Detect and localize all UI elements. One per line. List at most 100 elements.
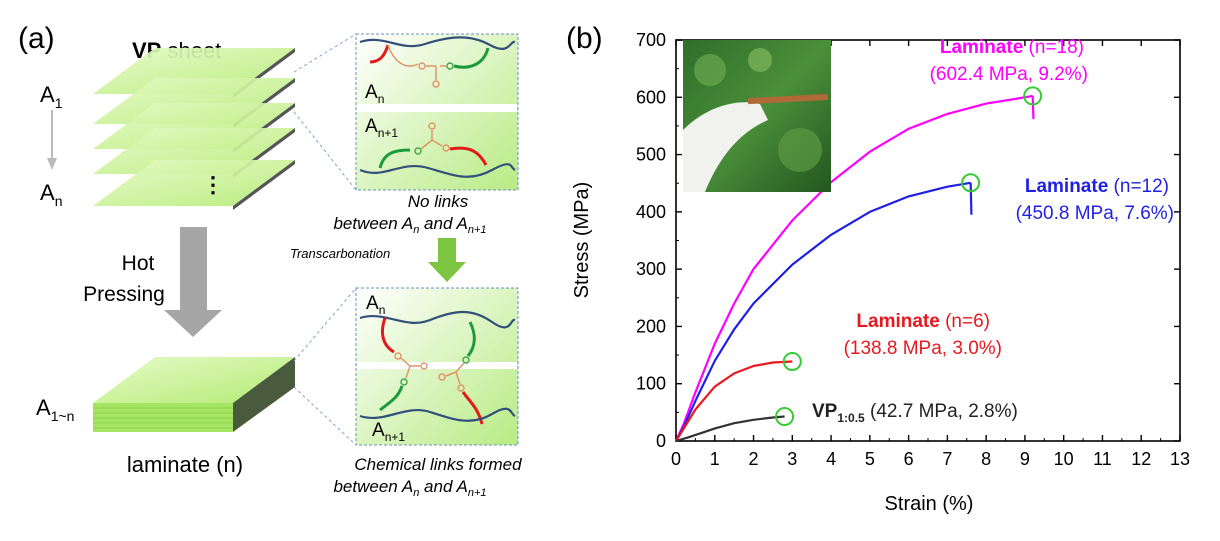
chain-bottom-red-segment-1 — [380, 317, 395, 354]
box-bottom-label-2-base: A — [372, 420, 385, 441]
oxygen-atom-6 — [442, 144, 450, 152]
x-tick-label: 2 — [749, 449, 759, 469]
x-tick-label: 1 — [710, 449, 720, 469]
oxygen-atom-5 — [428, 122, 436, 130]
carbonate-bond-4 — [431, 139, 443, 147]
layer-sequence-arrow-icon — [47, 158, 57, 170]
x-tick-label: 0 — [671, 449, 681, 469]
hot-pressing-line2: Pressing — [83, 283, 165, 306]
oxygen-atom-3 — [446, 62, 454, 70]
carbonate-bond-6 — [405, 365, 411, 379]
layer-last-label: An — [40, 180, 62, 209]
laminate-layer-lines — [93, 407, 233, 429]
chain-lower-green-segment — [378, 148, 411, 169]
annotation-n6-values: (138.8 MPa, 3.0%) — [844, 338, 1002, 359]
x-tick-label: 4 — [826, 449, 836, 469]
no-links-gap — [357, 104, 517, 112]
annotation-n12-values: (450.8 MPa, 7.6%) — [1016, 203, 1174, 224]
box-bottom-label-1-sub: n — [379, 303, 386, 317]
y-tick-label: 300 — [636, 259, 666, 279]
annotation-n18: Laminate (n=18) — [940, 37, 1084, 58]
y-tick-label: 500 — [636, 145, 666, 165]
zoom-line-top-2 — [293, 111, 357, 191]
photo-leaf-1 — [694, 54, 726, 86]
hot-pressing-line1: Hot — [122, 252, 155, 275]
x-tick-label: 9 — [1020, 449, 1030, 469]
chain-upper-linker — [387, 44, 419, 67]
oxygen-atom-4 — [414, 147, 422, 155]
chemical-links-gap — [357, 362, 517, 369]
vp-sheet-edge — [233, 160, 295, 210]
photo-leaf-3 — [748, 48, 772, 72]
oxygen-atom-10 — [462, 356, 470, 364]
series-line-2 — [675, 360, 793, 442]
panel-a: (a) VP sheet ⋮ A1 An Hot Pressing A1~n l… — [18, 22, 522, 499]
chem-links-line2-pre: between A — [333, 477, 413, 496]
x-tick-label: 8 — [981, 449, 991, 469]
zoom-line-bottom-1 — [293, 287, 357, 362]
no-links-line2: between An and An+1 — [333, 214, 486, 236]
chain-bottom-green-segment-2 — [466, 321, 476, 357]
no-links-line2-sub1: n — [413, 224, 419, 236]
zoom-line-top-1 — [293, 33, 357, 73]
x-tick-label: 5 — [865, 449, 875, 469]
laminate-stack-label: A1~n — [36, 395, 74, 424]
x-tick-label: 3 — [787, 449, 797, 469]
oxygen-atom-12 — [457, 384, 465, 392]
panel-b-label: (b) — [566, 22, 603, 55]
x-tick-label: 7 — [942, 449, 952, 469]
y-tick-label: 700 — [636, 30, 666, 50]
chain-bottom-upper-backbone — [359, 311, 516, 329]
annotation-n12-bold: Laminate — [1025, 176, 1108, 197]
annotation-vp-bold: VP — [812, 401, 838, 422]
break-point-marker-0 — [1023, 86, 1043, 106]
oxygen-atom-1 — [418, 62, 426, 70]
annotation-n6-bold: Laminate — [856, 311, 939, 332]
chem-links-line2-mid: and A — [419, 477, 468, 496]
box-top-label-2-sub: n+1 — [378, 126, 399, 140]
chem-links-line2-sub2: n+1 — [468, 487, 487, 499]
oxygen-atom-9 — [400, 378, 408, 386]
layer-first-label: A1 — [40, 82, 63, 111]
vp-sheet-layer — [93, 160, 295, 206]
laminate-side-face — [233, 357, 295, 432]
annotation-n12: Laminate (n=12) — [1025, 176, 1169, 197]
x-tick-label: 11 — [1093, 449, 1112, 469]
annotation-vp: VP1:0.5 (42.7 MPa, 2.8%) — [812, 401, 1018, 425]
photo-leaf-2 — [778, 128, 822, 172]
oxygen-atom-7 — [394, 352, 402, 360]
laminate-top-face — [93, 357, 295, 403]
no-links-line1: No links — [408, 192, 469, 211]
x-tick-label: 10 — [1054, 449, 1074, 469]
annotation-n18-bold: Laminate — [940, 37, 1023, 58]
annotation-n12-rest: (n=12) — [1108, 176, 1169, 197]
layer-last-base: A — [40, 180, 55, 205]
stack-ellipsis-icon: ⋮ — [202, 172, 224, 197]
layer-first-sub: 1 — [55, 95, 63, 111]
annotation-vp-sub: 1:0.5 — [837, 411, 865, 425]
annotation-n18-rest: (n=18) — [1023, 37, 1084, 58]
chart-break-markers — [775, 86, 1043, 427]
laminate-stack-sub: 1~n — [51, 408, 75, 424]
chemical-links-box: An An+1 — [355, 287, 519, 446]
sample-photo — [683, 40, 831, 192]
layer-last-sub: n — [55, 193, 63, 209]
box-bottom-label-2: An+1 — [372, 420, 405, 444]
no-links-line2-sub2: n+1 — [468, 224, 487, 236]
series-line-0 — [674, 94, 1033, 442]
chain-bottom-green-segment-1 — [379, 385, 404, 412]
laminate-caption: laminate (n) — [127, 452, 243, 477]
chain-lower-backbone — [359, 163, 516, 178]
oxygen-atom-2 — [432, 80, 440, 88]
x-tick-label: 12 — [1131, 449, 1151, 469]
box-top-label-2: An+1 — [365, 116, 398, 140]
carbonate-bond-3 — [420, 139, 433, 150]
transcarbonation-arrow-icon — [428, 238, 466, 282]
transcarbonation-label: Transcarbonation — [290, 246, 390, 261]
chain-bottom-lower-backbone — [359, 407, 516, 422]
carbonate-double-bond-4 — [445, 371, 457, 377]
box-top-label-1: An — [365, 82, 384, 106]
carbonate-bond-7 — [455, 362, 465, 373]
